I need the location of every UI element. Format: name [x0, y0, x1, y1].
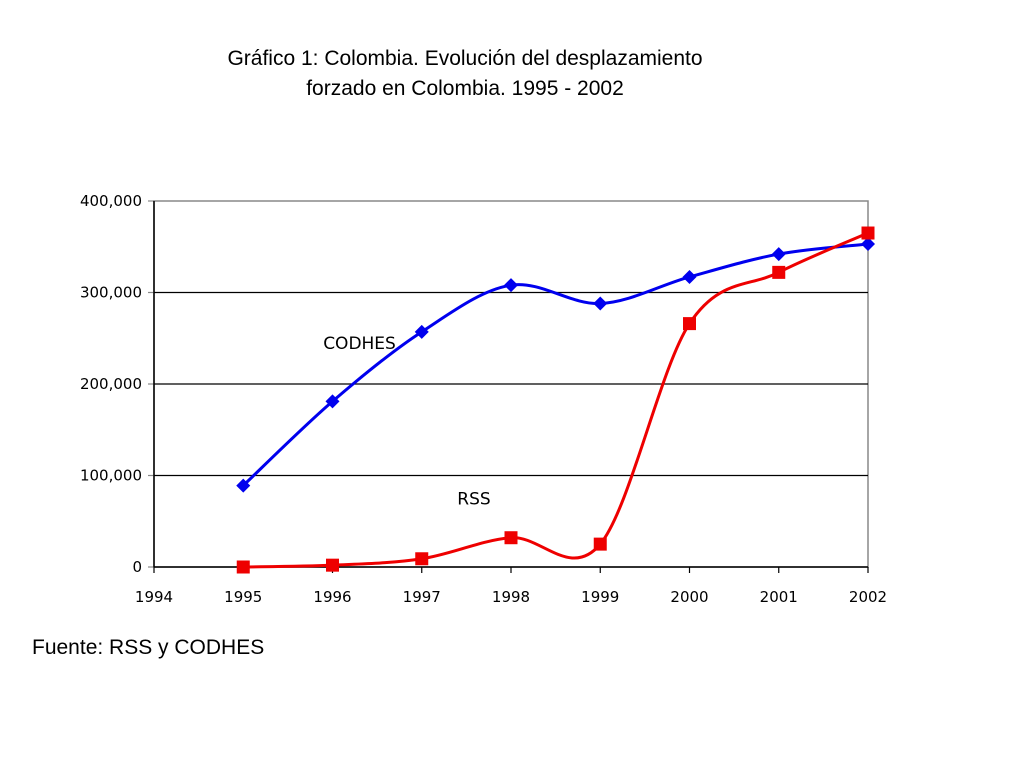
x-tick-label: 2001 [760, 588, 798, 606]
x-tick-label: 2002 [849, 588, 887, 606]
rss-point [861, 226, 875, 240]
x-tick-label: 1994 [135, 588, 173, 606]
codhes-point [682, 269, 697, 284]
chart-title-line-2: forzado en Colombia. 1995 - 2002 [306, 77, 624, 100]
x-tick-label: 1995 [224, 588, 262, 606]
x-tick-label: 1999 [581, 588, 619, 606]
x-tick-label: 1996 [313, 588, 351, 606]
codhes-point [593, 296, 608, 311]
rss-point [683, 317, 696, 331]
codhes-label: CODHES [323, 334, 396, 354]
rss-point [415, 552, 429, 566]
rss-point [593, 537, 607, 551]
y-tick-label: 100,000 [80, 467, 142, 485]
codhes-point [771, 247, 786, 262]
codhes-point [325, 394, 340, 409]
rss-line [243, 231, 869, 569]
rss-point [504, 531, 518, 545]
y-tick-label: 0 [132, 558, 142, 576]
codhes-point [414, 324, 429, 339]
codhes-point [861, 237, 875, 252]
rss-label: RSS [457, 489, 490, 509]
source-note: Fuente: RSS y CODHES [32, 636, 265, 659]
rss-point [772, 265, 786, 279]
x-tick-label: 1998 [492, 588, 530, 606]
codhes-point [236, 478, 251, 493]
x-tick-label: 2000 [670, 588, 708, 606]
chart-title: Gráfico 1: Colombia. Evolución del despl… [100, 44, 830, 104]
codhes-point [504, 278, 518, 293]
chart-title-line-1: Gráfico 1: Colombia. Evolución del despl… [227, 47, 703, 70]
y-tick-label: 300,000 [80, 284, 142, 302]
y-tick-label: 400,000 [80, 192, 142, 210]
x-tick-label: 1997 [403, 588, 441, 606]
rss-point [236, 560, 250, 574]
rss-point [326, 558, 339, 572]
y-tick-label: 200,000 [80, 375, 142, 393]
